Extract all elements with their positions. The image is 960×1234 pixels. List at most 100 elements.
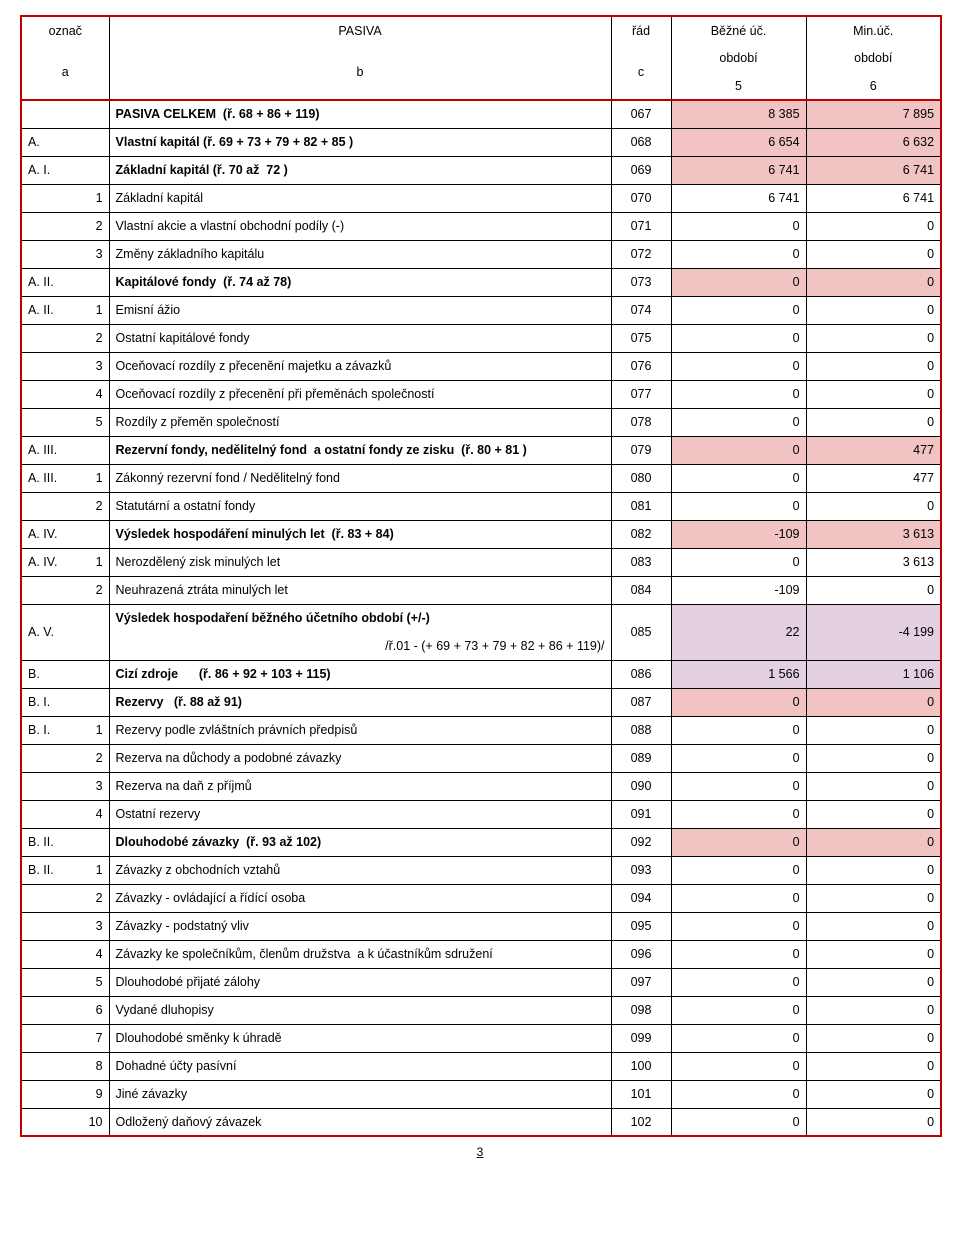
row-val-current: 8 385: [671, 100, 806, 128]
table-row: 5Rozdíly z přeměn společností07800: [21, 408, 941, 436]
row-val-prior: 0: [806, 268, 941, 296]
row-section: [21, 968, 79, 996]
row-val-prior: 0: [806, 492, 941, 520]
row-desc: Zákonný rezervní fond / Nedělitelný fond: [109, 464, 611, 492]
row-val-current: 0: [671, 1024, 806, 1052]
table-row: 5Dlouhodobé přijaté zálohy09700: [21, 968, 941, 996]
table-row: A. IV.Výsledek hospodáření minulých let …: [21, 520, 941, 548]
row-val-prior: -4 199: [806, 604, 941, 660]
row-val-prior: 0: [806, 240, 941, 268]
row-desc: Výsledek hospodaření běžného účetního ob…: [109, 604, 611, 632]
row-desc: Statutární a ostatní fondy: [109, 492, 611, 520]
row-val-current: 0: [671, 772, 806, 800]
table-row: PASIVA CELKEM (ř. 68 + 86 + 119)0678 385…: [21, 100, 941, 128]
row-rad: 087: [611, 688, 671, 716]
row-section: A. I.: [21, 156, 79, 184]
row-val-current: 0: [671, 324, 806, 352]
row-desc: Dohadné účty pasívní: [109, 1052, 611, 1080]
row-val-current: 0: [671, 884, 806, 912]
row-val-current: 6 654: [671, 128, 806, 156]
row-rad: 081: [611, 492, 671, 520]
row-val-prior: 0: [806, 800, 941, 828]
row-val-prior: 3 613: [806, 520, 941, 548]
row-rad: 078: [611, 408, 671, 436]
row-num: 3: [79, 912, 109, 940]
row-val-prior: 0: [806, 912, 941, 940]
row-num: 2: [79, 212, 109, 240]
row-rad: 099: [611, 1024, 671, 1052]
row-num: [79, 156, 109, 184]
row-num: [79, 436, 109, 464]
row-val-current: 0: [671, 828, 806, 856]
row-val-current: 0: [671, 856, 806, 884]
row-section: [21, 100, 79, 128]
row-rad: 086: [611, 660, 671, 688]
row-val-prior: 0: [806, 744, 941, 772]
row-num: 1: [79, 716, 109, 744]
row-num: 1: [79, 856, 109, 884]
row-val-prior: 0: [806, 352, 941, 380]
row-rad: 092: [611, 828, 671, 856]
row-val-current: 0: [671, 492, 806, 520]
row-num: 6: [79, 996, 109, 1024]
row-section: [21, 324, 79, 352]
row-desc: Odložený daňový závazek: [109, 1108, 611, 1136]
row-val-prior: 0: [806, 968, 941, 996]
row-rad: 098: [611, 996, 671, 1024]
row-num: 2: [79, 576, 109, 604]
row-section: A. II.: [21, 296, 79, 324]
row-val-current: 0: [671, 352, 806, 380]
row-val-current: 0: [671, 1052, 806, 1080]
row-desc: Vlastní kapitál (ř. 69 + 73 + 79 + 82 + …: [109, 128, 611, 156]
table-row: 2Vlastní akcie a vlastní obchodní podíly…: [21, 212, 941, 240]
row-section: [21, 1024, 79, 1052]
table-row: 6Vydané dluhopisy09800: [21, 996, 941, 1024]
row-val-prior: 6 741: [806, 184, 941, 212]
row-rad: 069: [611, 156, 671, 184]
page-number: 3: [20, 1145, 940, 1159]
row-desc-line2: /ř.01 - (+ 69 + 73 + 79 + 82 + 86 + 119)…: [109, 632, 611, 660]
hdr-d-mid: období: [671, 44, 806, 72]
table-row: 10Odložený daňový závazek10200: [21, 1108, 941, 1136]
row-section: A.: [21, 128, 79, 156]
row-val-prior: 0: [806, 296, 941, 324]
row-section: [21, 576, 79, 604]
row-num: 5: [79, 408, 109, 436]
row-rad: 101: [611, 1080, 671, 1108]
row-val-prior: 0: [806, 940, 941, 968]
row-num: 3: [79, 240, 109, 268]
row-desc: Neuhrazená ztráta minulých let: [109, 576, 611, 604]
row-num: [79, 128, 109, 156]
row-num: 4: [79, 800, 109, 828]
row-val-current: 0: [671, 688, 806, 716]
row-section: A. IV.: [21, 520, 79, 548]
row-desc: Dlouhodobé závazky (ř. 93 až 102): [109, 828, 611, 856]
row-desc: Základní kapitál (ř. 70 až 72 ): [109, 156, 611, 184]
row-val-prior: 0: [806, 576, 941, 604]
row-desc: Ostatní kapitálové fondy: [109, 324, 611, 352]
row-rad: 096: [611, 940, 671, 968]
row-section: B.: [21, 660, 79, 688]
row-val-prior: 0: [806, 772, 941, 800]
row-desc: Oceňovací rozdíly z přecenění při přeměn…: [109, 380, 611, 408]
row-num: 1: [79, 548, 109, 576]
row-section: [21, 912, 79, 940]
row-num: 1: [79, 464, 109, 492]
row-section: [21, 1108, 79, 1136]
row-rad: 091: [611, 800, 671, 828]
table-row: 3Rezerva na daň z příjmů09000: [21, 772, 941, 800]
row-num: [79, 604, 109, 660]
row-section: A. IV.: [21, 548, 79, 576]
row-desc: Rezervy (ř. 88 až 91): [109, 688, 611, 716]
row-rad: 082: [611, 520, 671, 548]
row-val-prior: 0: [806, 380, 941, 408]
row-val-prior: 0: [806, 716, 941, 744]
row-section: [21, 212, 79, 240]
row-num: 10: [79, 1108, 109, 1136]
row-desc: Vlastní akcie a vlastní obchodní podíly …: [109, 212, 611, 240]
row-desc: Závazky - ovládající a řídící osoba: [109, 884, 611, 912]
table-row: 9Jiné závazky10100: [21, 1080, 941, 1108]
row-num: 8: [79, 1052, 109, 1080]
row-val-current: 0: [671, 212, 806, 240]
row-val-current: 0: [671, 716, 806, 744]
